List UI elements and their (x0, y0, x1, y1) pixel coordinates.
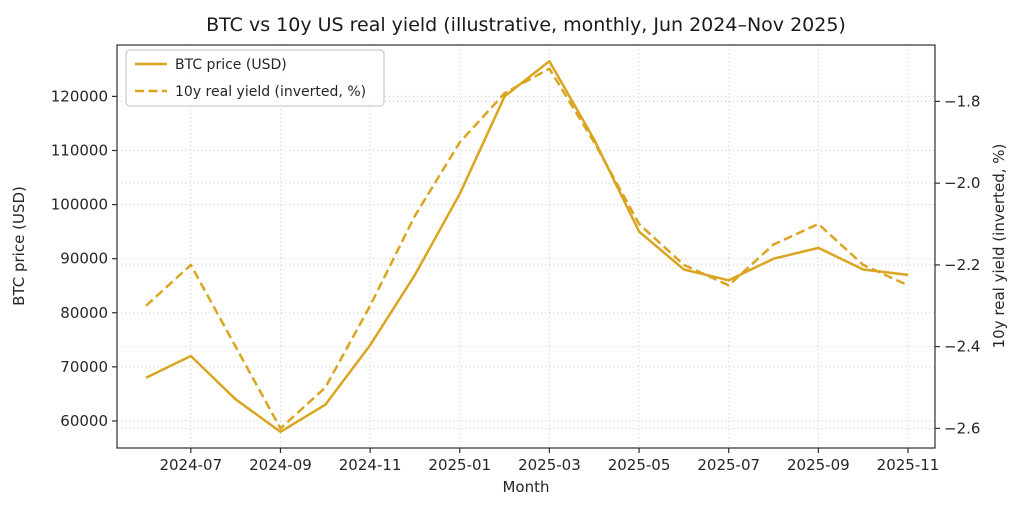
x-tick-label: 2025-05 (608, 456, 671, 474)
x-tick-label: 2024-11 (339, 456, 402, 474)
y-left-tick-label: 110000 (51, 141, 108, 159)
y-right-tick-label: −2.2 (944, 256, 980, 274)
spine-layer (116, 44, 936, 449)
tick-layer: 60000 70000 80000 90000 100000 110000 120000 −1… (51, 87, 981, 474)
real-yield-line (145, 67, 909, 430)
y-right-tick-label: −2.0 (944, 174, 980, 192)
y-left-tick-label: 90000 (60, 250, 108, 268)
plot-border (116, 44, 936, 449)
x-tick-label: 2025-09 (787, 456, 850, 474)
legend-item-label: 10y real yield (inverted, %) (175, 84, 366, 100)
y-left-tick-label: 80000 (60, 304, 108, 322)
x-tick-label: 2024-09 (249, 456, 312, 474)
y-left-tick-label: 70000 (60, 358, 108, 376)
x-tick-label: 2025-07 (697, 456, 760, 474)
legend: BTC price (USD) 10y real yield (inverted,… (125, 49, 385, 107)
y-axis-right-label: 10y real yield (inverted, %) (990, 144, 1008, 349)
legend-box (125, 49, 385, 107)
chart-title: BTC vs 10y US real yield (illustrative, … (206, 14, 846, 36)
y-left-tick-label: 100000 (51, 196, 108, 214)
x-axis-label: Month (502, 478, 549, 496)
y-axis-left-label: BTC price (USD) (10, 186, 28, 306)
y-right-tick-label: −2.6 (944, 419, 980, 437)
x-tick-label: 2025-01 (428, 456, 491, 474)
y-left-tick-label: 60000 (60, 412, 108, 430)
legend-item-label: BTC price (USD) (175, 57, 287, 73)
y-right-tick-label: −1.8 (944, 92, 980, 110)
x-tick-label: 2025-03 (518, 456, 581, 474)
btc-price-line (145, 59, 909, 434)
x-tick-label: 2025-11 (877, 456, 940, 474)
y-left-tick-label: 120000 (51, 87, 108, 105)
x-tick-label: 2024-07 (159, 456, 222, 474)
series-layer (145, 59, 909, 434)
y-right-tick-label: −2.4 (944, 338, 980, 356)
